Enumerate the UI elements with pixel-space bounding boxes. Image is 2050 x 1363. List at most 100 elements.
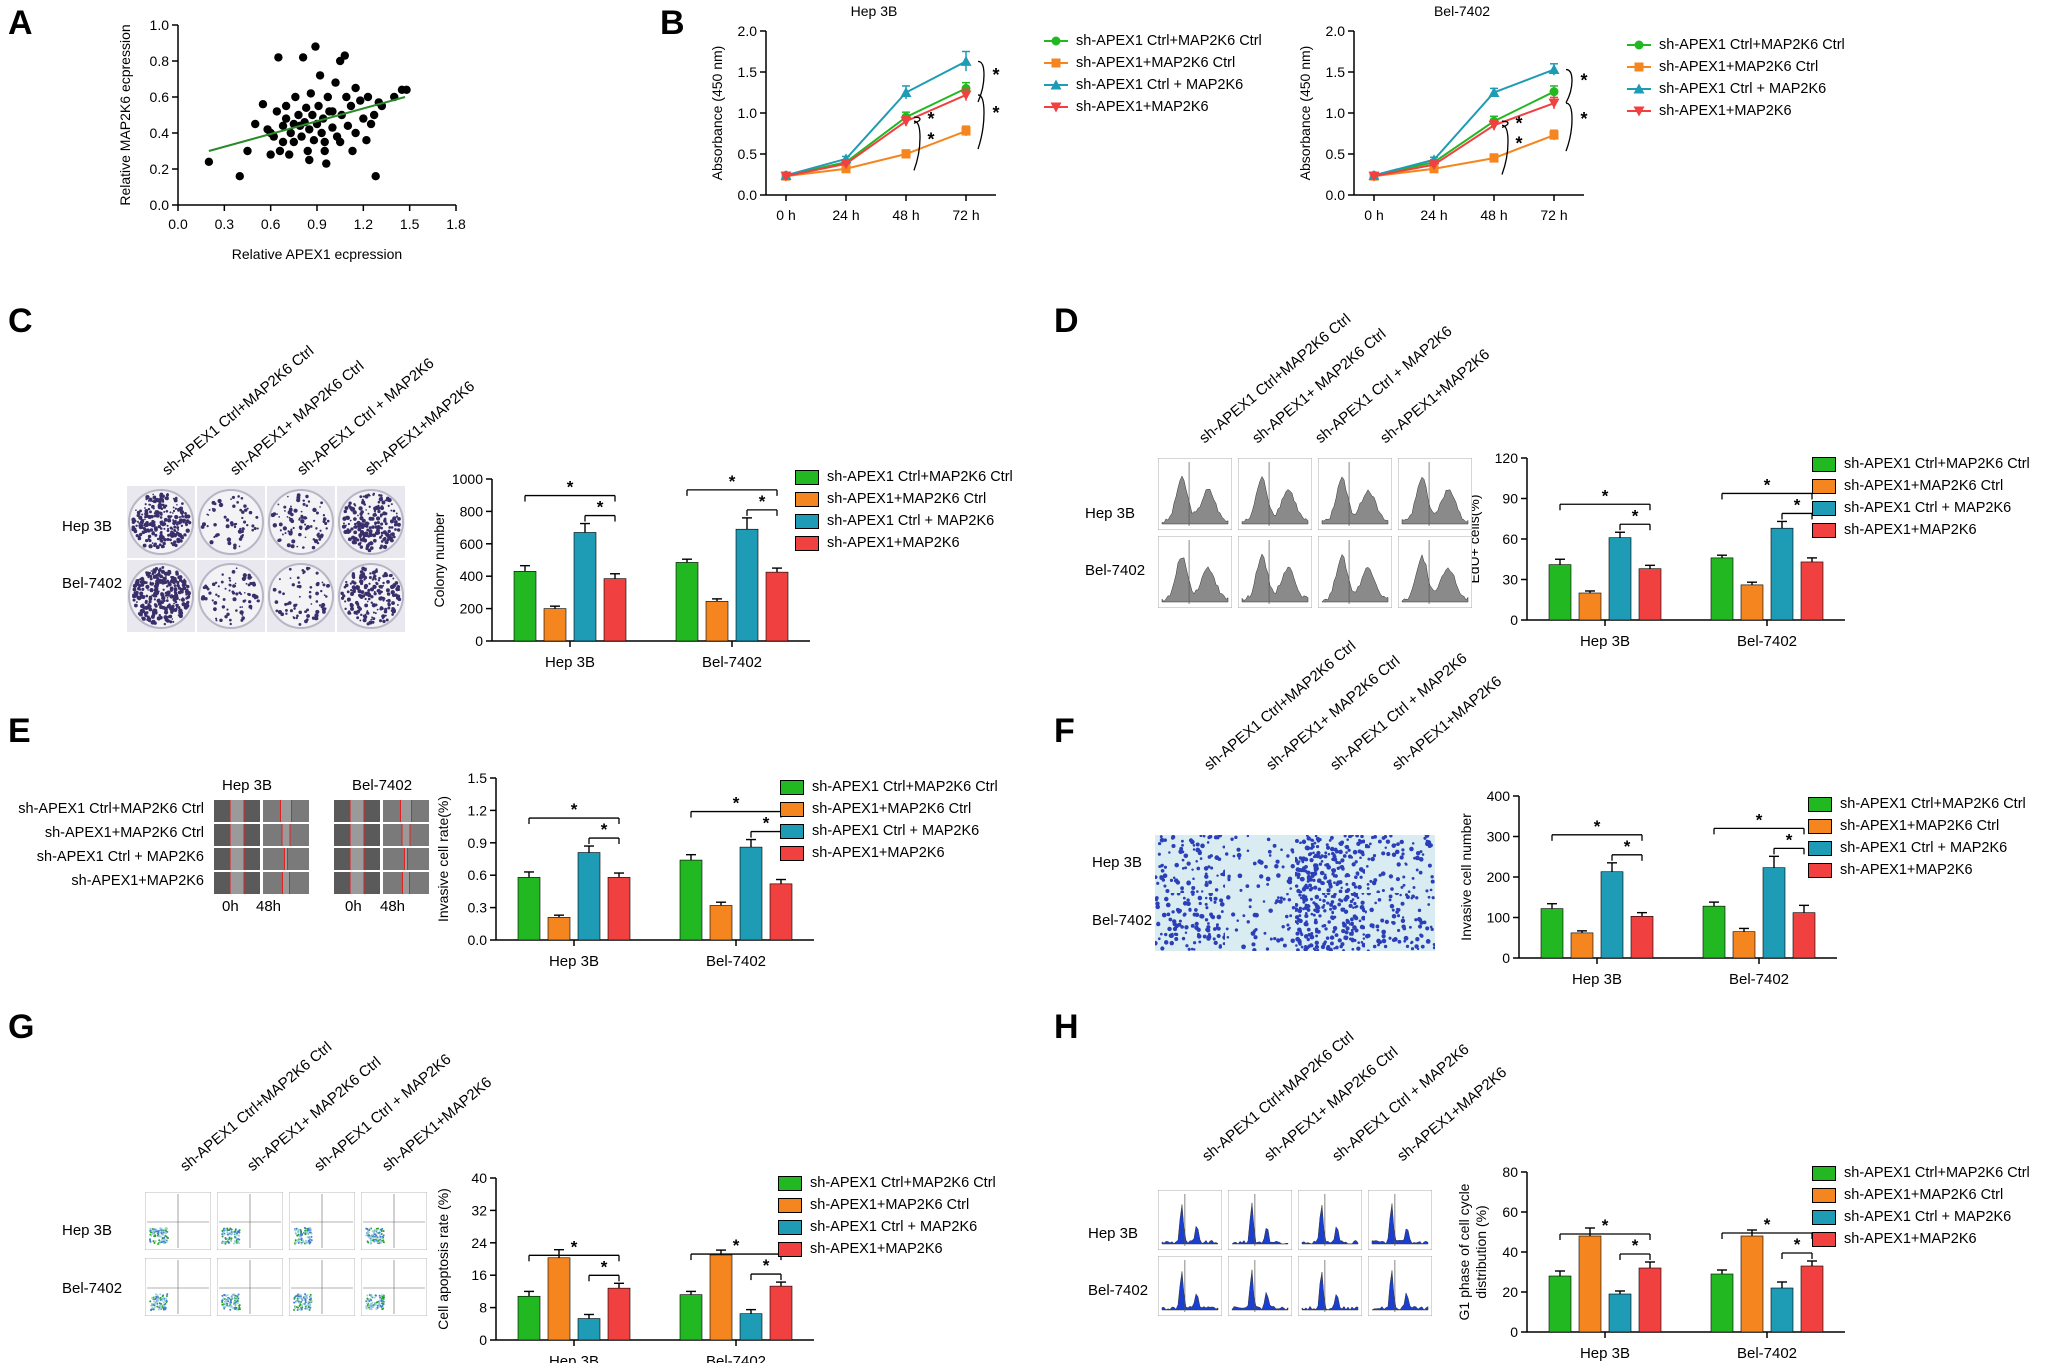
a-point [356, 96, 365, 105]
f-bar [1702, 905, 1726, 959]
wound-image-svg [334, 824, 380, 846]
legend-label: sh-APEX1 Ctrl + MAP2K6 [810, 1219, 978, 1235]
h-sig: * [1632, 1236, 1639, 1255]
colony-dish-image [337, 486, 405, 558]
legend-label: sh-APEX1+MAP2K6 [1076, 99, 1209, 115]
a-point [346, 101, 356, 111]
legend-item: sh-APEX1+MAP2K6 Ctrl [1808, 815, 2026, 837]
d-xtick-label: Hep 3B [1580, 633, 1630, 650]
b1-point [960, 90, 972, 101]
f-bar [1732, 931, 1756, 959]
bar-chart-h: 0 20 40 60 80 Hep 3B Bel-7402 G1 phase of cell … [1456, 1164, 1845, 1362]
legend-item: sh-APEX1+MAP2K6 [1042, 96, 1262, 118]
apoptosis-plot-image [361, 1258, 427, 1316]
legend-label: sh-APEX1 Ctrl+MAP2K6 Ctrl [1659, 37, 1845, 53]
b1-ytick-label: 1.0 [738, 105, 758, 121]
h-ytick-label: 0 [1510, 1324, 1518, 1340]
f-ytick-label: 0 [1502, 950, 1510, 966]
e-cellline-title: Hep 3B [222, 777, 273, 794]
legend-swatch [795, 513, 819, 529]
edu-histogram-image [1398, 458, 1472, 530]
panel-letter-d: D [1054, 302, 1079, 340]
h-bar [1770, 1287, 1794, 1333]
g-row-label: Bel-7402 [62, 1280, 123, 1297]
g-ytick-label: 0 [479, 1332, 487, 1348]
a-point [289, 137, 299, 147]
legend-swatch [795, 535, 819, 551]
legend-swatch [778, 1219, 802, 1235]
b2-xtick-label: 24 h [1420, 207, 1447, 223]
c-ytick-label: 200 [460, 601, 484, 617]
apoptosis-plot-svg [361, 1258, 427, 1316]
edu-histogram [1158, 458, 1232, 530]
h-ytick-label: 40 [1502, 1244, 1518, 1260]
scatter-chart-a: 0.0 0.2 0.4 0.6 0.8 1.0 0.0 0.3 0.6 0.9 1.2 1.5 1.8 R… [117, 17, 466, 262]
legend-swatch [780, 801, 804, 817]
legend-item: sh-APEX1+MAP2K6 Ctrl [1625, 56, 1845, 78]
b1-point [780, 171, 792, 182]
cellcycle-histogram [1368, 1190, 1432, 1250]
c-xtick-label: Bel-7402 [702, 654, 762, 671]
a-point [306, 89, 316, 98]
h-bar [1740, 1235, 1764, 1333]
wound-image [263, 848, 309, 870]
h-bar [1578, 1235, 1602, 1333]
legend-label: sh-APEX1 Ctrl+MAP2K6 Ctrl [1840, 796, 2026, 812]
b2-point [1488, 120, 1500, 131]
wound-image [263, 824, 309, 846]
b2-xtick-label: 0 h [1364, 207, 1383, 223]
a-point [351, 128, 360, 138]
legend-swatch [1808, 840, 1832, 856]
g-ytick-label: 8 [479, 1300, 487, 1316]
h-ytick-label: 60 [1502, 1204, 1518, 1220]
b2-bracket [1565, 68, 1573, 104]
e-sig: * [733, 794, 740, 813]
a-point [402, 85, 411, 95]
a-point [281, 101, 291, 111]
a-point [363, 92, 373, 102]
b2-series-line [1373, 68, 1555, 177]
e-row-label: sh-APEX1 Ctrl + MAP2K6 [36, 849, 204, 865]
g-bar [769, 1285, 793, 1341]
a-ytick-label: 0.4 [150, 125, 170, 141]
e-sig: * [763, 814, 770, 833]
legend-swatch [1808, 862, 1832, 878]
legend-label: sh-APEX1+MAP2K6 Ctrl [1076, 55, 1236, 71]
a-point [298, 53, 308, 62]
legend-item: sh-APEX1+MAP2K6 [1812, 519, 2030, 541]
legend-label: sh-APEX1+MAP2K6 [1840, 862, 1973, 878]
transwell-image [1225, 835, 1295, 893]
wound-image [383, 872, 429, 894]
bar-chart-e: 0.0 0.3 0.6 0.9 1.2 1.5 Hep 3B Bel-7402 Invasive… [435, 770, 814, 970]
wound-image-svg [263, 872, 309, 894]
g-column-label: sh-APEX1 Ctrl + MAP2K6 [311, 1050, 455, 1175]
edu-histogram-image [1318, 458, 1392, 530]
b1-series-line [785, 87, 967, 177]
b1-sig: * [992, 65, 999, 85]
legend-item: sh-APEX1 Ctrl + MAP2K6 [1812, 1206, 2030, 1228]
legend-e: sh-APEX1 Ctrl+MAP2K6 Ctrl sh-APEX1+MAP2K6… [780, 776, 998, 864]
colony-dish [267, 560, 335, 632]
a-point [343, 121, 353, 130]
g-bar [709, 1254, 733, 1341]
b2-ytick-label: 2.0 [1326, 23, 1346, 39]
legend-item: sh-APEX1+MAP2K6 [1808, 859, 2026, 881]
transwell-image-svg [1365, 893, 1435, 951]
colony-dish [197, 560, 265, 632]
wound-image [383, 800, 429, 822]
c-row-label: Hep 3B [62, 518, 113, 535]
legend-item: sh-APEX1 Ctrl + MAP2K6 [778, 1216, 996, 1238]
a-fit-line [208, 96, 406, 152]
e-time-label: 48h [256, 898, 282, 915]
a-xtick-label: 0.6 [261, 216, 281, 232]
g-bar [607, 1287, 631, 1341]
edu-histogram [1398, 458, 1472, 530]
a-ytick-label: 0.2 [150, 161, 170, 177]
c-sig: * [597, 498, 604, 517]
b1-point [840, 159, 852, 170]
legend-swatch [780, 779, 804, 795]
wound-image [214, 872, 260, 894]
legend-swatch [1812, 456, 1836, 472]
c-column-label: sh-APEX1+ MAP2K6 Ctrl [227, 357, 368, 479]
d-row-label: Bel-7402 [1085, 562, 1146, 579]
